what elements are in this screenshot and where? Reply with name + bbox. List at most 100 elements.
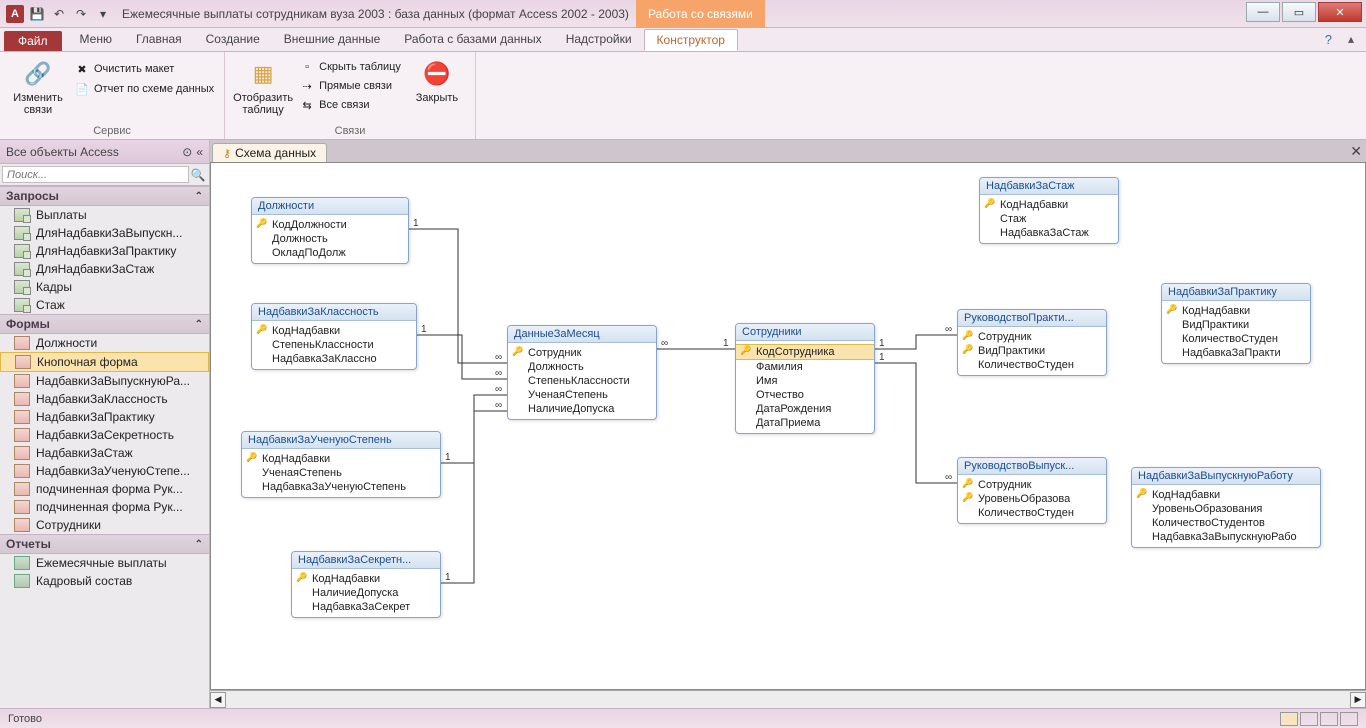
horizontal-scrollbar[interactable]: ◀ ▶ — [210, 690, 1366, 708]
clear-layout-button[interactable]: ✖Очистить макет — [72, 60, 216, 78]
table-field[interactable]: КоличествоСтуден — [1162, 332, 1310, 346]
table-field[interactable]: КодСотрудника — [736, 344, 874, 360]
table-title[interactable]: ДанныеЗаМесяц — [508, 326, 656, 343]
table-title[interactable]: НадбавкиЗаКлассность — [252, 304, 416, 321]
table-field[interactable]: Должность — [508, 360, 656, 374]
file-tab[interactable]: Файл — [4, 31, 62, 51]
table-field[interactable]: Сотрудник — [958, 478, 1106, 492]
table-title[interactable]: НадбавкиЗаСтаж — [980, 178, 1118, 195]
nav-section-header[interactable]: Отчеты⌃ — [0, 534, 209, 554]
view-shortcuts[interactable] — [1280, 712, 1358, 726]
minimize-button[interactable]: — — [1246, 2, 1280, 22]
edit-links-button[interactable]: 🔗 Изменить связи — [8, 54, 68, 116]
menu-tab[interactable]: Конструктор — [644, 29, 738, 51]
table-field[interactable]: УровеньОбразова — [958, 492, 1106, 506]
table-field[interactable]: НадбавкаЗаУченуюСтепень — [242, 480, 440, 494]
table-field[interactable]: НаличиеДопуска — [292, 586, 440, 600]
table-title[interactable]: РуководствоВыпуск... — [958, 458, 1106, 475]
table-field[interactable]: НадбавкаЗаКлассно — [252, 352, 416, 366]
nav-item[interactable]: Стаж — [0, 296, 209, 314]
ribbon-collapse-icon[interactable]: ▴ — [1348, 32, 1354, 46]
table-field[interactable]: Сотрудник — [958, 330, 1106, 344]
table-box[interactable]: Сотрудники КодСотрудникаФамилияИмяОтчеств… — [735, 323, 875, 434]
hide-table-button[interactable]: ▫Скрыть таблицу — [297, 58, 403, 76]
table-field[interactable]: НадбавкаЗаСтаж — [980, 226, 1118, 240]
schema-report-button[interactable]: 📄Отчет по схеме данных — [72, 80, 216, 98]
table-title[interactable]: Сотрудники — [736, 324, 874, 341]
qat-dropdown-icon[interactable]: ▾ — [94, 5, 112, 23]
table-box[interactable]: ДанныеЗаМесяц СотрудникДолжностьСтепеньКл… — [507, 325, 657, 420]
direct-links-button[interactable]: ⇢Прямые связи — [297, 77, 403, 95]
nav-item[interactable]: Должности — [0, 334, 209, 352]
table-title[interactable]: РуководствоПракти... — [958, 310, 1106, 327]
table-box[interactable]: ДолжностиКодДолжностиДолжностьОкладПоДол… — [251, 197, 409, 264]
table-box[interactable]: РуководствоВыпуск... СотрудникУровеньОбра… — [957, 457, 1107, 524]
nav-item[interactable]: Выплаты — [0, 206, 209, 224]
table-field[interactable]: Сотрудник — [508, 346, 656, 360]
table-field[interactable]: УровеньОбразования — [1132, 502, 1320, 516]
table-title[interactable]: НадбавкиЗаПрактику — [1162, 284, 1310, 301]
table-field[interactable]: Фамилия — [736, 360, 874, 374]
scroll-track[interactable] — [226, 692, 1350, 708]
scroll-right-button[interactable]: ▶ — [1350, 692, 1366, 708]
nav-section-header[interactable]: Формы⌃ — [0, 314, 209, 334]
save-icon[interactable]: 💾 — [28, 5, 46, 23]
table-field[interactable]: Отчество — [736, 388, 874, 402]
search-icon[interactable]: 🔍 — [189, 166, 207, 183]
table-box[interactable]: НадбавкиЗаВыпускнуюРаботуКодНадбавкиУров… — [1131, 467, 1321, 548]
table-field[interactable]: КодНадбавки — [1162, 304, 1310, 318]
maximize-button[interactable]: ▭ — [1282, 2, 1316, 22]
nav-item[interactable]: ДляНадбавкиЗаСтаж — [0, 260, 209, 278]
relationships-canvas[interactable]: 1∞1∞1∞1∞∞11∞1∞ ДолжностиКодДолжностиДолж… — [210, 162, 1366, 690]
table-box[interactable]: НадбавкиЗаСтаж КодНадбавкиСтажНадбавкаЗаС… — [979, 177, 1119, 244]
table-field[interactable]: КоличествоСтуден — [958, 358, 1106, 372]
table-field[interactable]: ДатаПриема — [736, 416, 874, 430]
document-tab[interactable]: ⚷ Схема данных — [212, 143, 327, 162]
collapse-icon[interactable]: ⌃ — [195, 319, 203, 330]
table-field[interactable]: КодНадбавки — [242, 452, 440, 466]
table-field[interactable]: Должность — [252, 232, 408, 246]
nav-item[interactable]: Кадровый состав — [0, 572, 209, 590]
table-field[interactable]: КодНадбавки — [1132, 488, 1320, 502]
table-field[interactable]: НадбавкаЗаПракти — [1162, 346, 1310, 360]
table-field[interactable]: Имя — [736, 374, 874, 388]
table-box[interactable]: НадбавкиЗаСекретн... КодНадбавкиНаличиеДо… — [291, 551, 441, 618]
nav-item[interactable]: НадбавкиЗаУченуюСтепе... — [0, 462, 209, 480]
table-field[interactable]: НадбавкаЗаВыпускнуюРабо — [1132, 530, 1320, 544]
table-field[interactable]: УченаяСтепень — [242, 466, 440, 480]
nav-item[interactable]: Сотрудники — [0, 516, 209, 534]
table-title[interactable]: НадбавкиЗаСекретн... — [292, 552, 440, 569]
table-box[interactable]: НадбавкиЗаУченуюСтепеньКодНадбавкиУченая… — [241, 431, 441, 498]
nav-item[interactable]: Ежемесячные выплаты — [0, 554, 209, 572]
table-field[interactable]: УченаяСтепень — [508, 388, 656, 402]
close-relations-button[interactable]: ⛔ Закрыть — [407, 54, 467, 104]
nav-item[interactable]: Кнопочная форма — [0, 352, 209, 372]
scroll-left-button[interactable]: ◀ — [210, 692, 226, 708]
table-field[interactable]: СтепеньКлассности — [508, 374, 656, 388]
nav-item[interactable]: ДляНадбавкиЗаПрактику — [0, 242, 209, 260]
nav-section-header[interactable]: Запросы⌃ — [0, 186, 209, 206]
table-field[interactable]: КодНадбавки — [292, 572, 440, 586]
table-box[interactable]: НадбавкиЗаПрактикуКодНадбавкиВидПрактики… — [1161, 283, 1311, 364]
nav-item[interactable]: подчиненная форма Рук... — [0, 480, 209, 498]
nav-item[interactable]: НадбавкиЗаСтаж — [0, 444, 209, 462]
table-field[interactable]: КоличествоСтуден — [958, 506, 1106, 520]
nav-collapse-icon[interactable]: « — [196, 145, 203, 159]
table-box[interactable]: РуководствоПракти...СотрудникВидПрактики… — [957, 309, 1107, 376]
nav-item[interactable]: НадбавкиЗаПрактику — [0, 408, 209, 426]
search-input[interactable] — [2, 166, 189, 183]
collapse-icon[interactable]: ⌃ — [195, 191, 203, 202]
table-field[interactable]: ДатаРождения — [736, 402, 874, 416]
nav-item[interactable]: НадбавкиЗаСекретность — [0, 426, 209, 444]
table-field[interactable]: КодНадбавки — [980, 198, 1118, 212]
menu-tab[interactable]: Работа с базами данных — [392, 29, 553, 51]
table-field[interactable]: ОкладПоДолж — [252, 246, 408, 260]
show-table-button[interactable]: ▦ Отобразить таблицу — [233, 54, 293, 116]
table-field[interactable]: Стаж — [980, 212, 1118, 226]
close-document-button[interactable]: ✕ — [1350, 143, 1362, 160]
nav-item[interactable]: НадбавкиЗаВыпускнуюРа... — [0, 372, 209, 390]
table-box[interactable]: НадбавкиЗаКлассностьКодНадбавкиСтепеньКл… — [251, 303, 417, 370]
nav-item[interactable]: НадбавкиЗаКлассность — [0, 390, 209, 408]
menu-tab[interactable]: Меню — [68, 29, 124, 51]
table-title[interactable]: Должности — [252, 198, 408, 215]
